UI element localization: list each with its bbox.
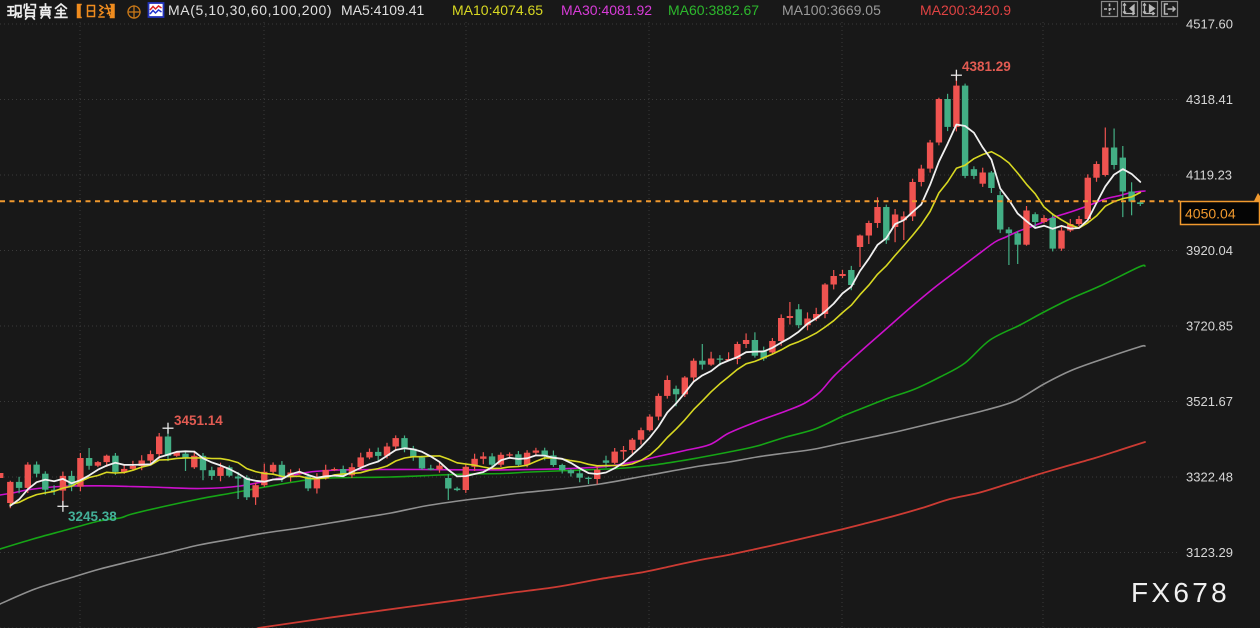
svg-text:MA10:4074.65: MA10:4074.65 — [452, 2, 543, 18]
svg-text:MA200:3420.9: MA200:3420.9 — [920, 2, 1011, 18]
svg-text:MA30:4081.92: MA30:4081.92 — [561, 2, 652, 18]
svg-text:FX678: FX678 — [1131, 577, 1230, 608]
svg-text:3920.04: 3920.04 — [1186, 243, 1233, 258]
svg-text:3451.14: 3451.14 — [174, 413, 223, 428]
svg-text:4050.04: 4050.04 — [1185, 206, 1236, 222]
svg-text:4517.60: 4517.60 — [1186, 17, 1233, 32]
svg-text:3521.67: 3521.67 — [1186, 394, 1233, 409]
svg-text:MA(5,10,30,60,100,200): MA(5,10,30,60,100,200) — [168, 2, 332, 18]
svg-text:4318.41: 4318.41 — [1186, 92, 1233, 107]
svg-text:3720.85: 3720.85 — [1186, 319, 1233, 334]
svg-text:MA5:4109.41: MA5:4109.41 — [341, 2, 424, 18]
svg-text:3123.29: 3123.29 — [1186, 545, 1233, 560]
svg-text:4381.29: 4381.29 — [962, 59, 1011, 74]
svg-text:MA60:3882.67: MA60:3882.67 — [668, 2, 759, 18]
svg-text:3245.38: 3245.38 — [68, 509, 117, 524]
svg-text:3322.48: 3322.48 — [1186, 470, 1233, 485]
svg-text:4119.23: 4119.23 — [1186, 168, 1232, 183]
svg-text:MA100:3669.05: MA100:3669.05 — [782, 2, 881, 18]
